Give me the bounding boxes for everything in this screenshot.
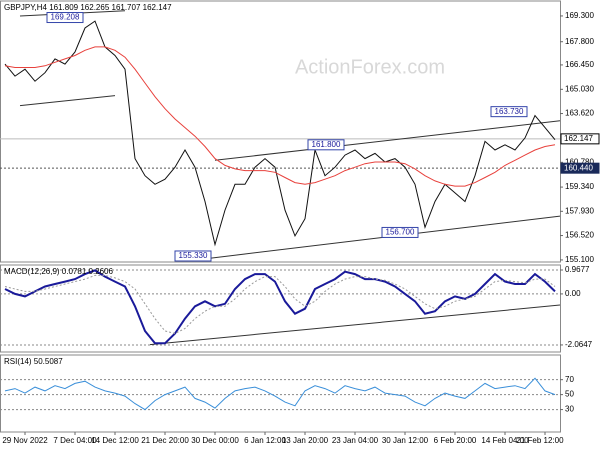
annotation-label: 156.700	[386, 228, 415, 237]
y-tick-label: 156.520	[565, 231, 594, 240]
panel-title: GBPJPY,H4 161.809 162.265 161.707 162.14…	[4, 3, 172, 12]
annotation-box	[46, 12, 84, 24]
x-tick-label: 23 Jan 04:00	[332, 436, 379, 445]
annotation-box	[174, 250, 212, 262]
panel-title: MACD(12,26,9) 0.0781 0.2606	[4, 267, 114, 276]
price-tag-label: 162.147	[564, 134, 593, 143]
x-tick-label: 14 Feb 04:00	[481, 436, 529, 445]
y-tick-label: 167.800	[565, 37, 594, 46]
watermark: ActionForex.com	[295, 56, 445, 78]
y-tick-label: 166.450	[565, 60, 594, 69]
x-tick-label: 29 Nov 2022	[2, 436, 48, 445]
series-line	[4, 269, 556, 345]
annotation-box	[490, 106, 528, 118]
y-tick-label: 50	[565, 390, 574, 399]
series-line	[4, 274, 556, 335]
price-tag	[560, 162, 600, 174]
x-tick-label: 30 Dec 00:00	[191, 436, 239, 445]
y-tick-label: 159.340	[565, 182, 594, 191]
x-tick-label: 21 Feb 12:00	[516, 436, 564, 445]
annotation-label: 163.730	[495, 107, 524, 116]
annotation-label: 155.330	[179, 251, 208, 260]
x-tick-label: 14 Dec 12:00	[91, 436, 139, 445]
y-tick-label: 165.030	[565, 84, 594, 93]
trend-line	[214, 120, 561, 161]
annotation-box	[307, 139, 345, 151]
annotation-label: 169.208	[51, 13, 80, 22]
annotation-label: 161.800	[312, 140, 341, 149]
x-tick-label: 13 Jan 20:00	[282, 436, 329, 445]
y-tick-label: 155.100	[565, 255, 594, 264]
series-line	[4, 377, 556, 411]
annotation-box	[381, 226, 419, 238]
series-line	[4, 46, 556, 187]
y-tick-label: 0.00	[565, 289, 581, 298]
series-line	[4, 20, 556, 247]
trend-line	[149, 304, 561, 346]
panel-frame	[0, 354, 561, 433]
x-tick-label: 21 Dec 20:00	[141, 436, 189, 445]
panel-frame	[0, 0, 561, 263]
x-tick-label: 30 Jan 12:00	[382, 436, 429, 445]
y-tick-label: 0.9677	[565, 265, 590, 274]
x-tick-label: 6 Jan 12:00	[244, 436, 286, 445]
panel-frame	[0, 264, 561, 353]
y-tick-label: -2.0647	[565, 340, 593, 349]
y-tick-label: 163.620	[565, 109, 594, 118]
y-tick-label: 30	[565, 405, 574, 414]
x-tick-label: 6 Feb 20:00	[434, 436, 477, 445]
panel-title: RSI(14) 50.5087	[4, 357, 63, 366]
x-tick-label: 7 Dec 04:00	[53, 436, 97, 445]
y-tick-label: 70	[565, 375, 574, 384]
y-tick-label: 160.780	[565, 157, 594, 166]
price-tag	[560, 133, 600, 145]
y-tick-label: 169.300	[565, 11, 594, 20]
y-tick-label: 157.930	[565, 206, 594, 215]
price-tag-label: 160.440	[564, 163, 593, 172]
trend-line	[19, 95, 116, 107]
